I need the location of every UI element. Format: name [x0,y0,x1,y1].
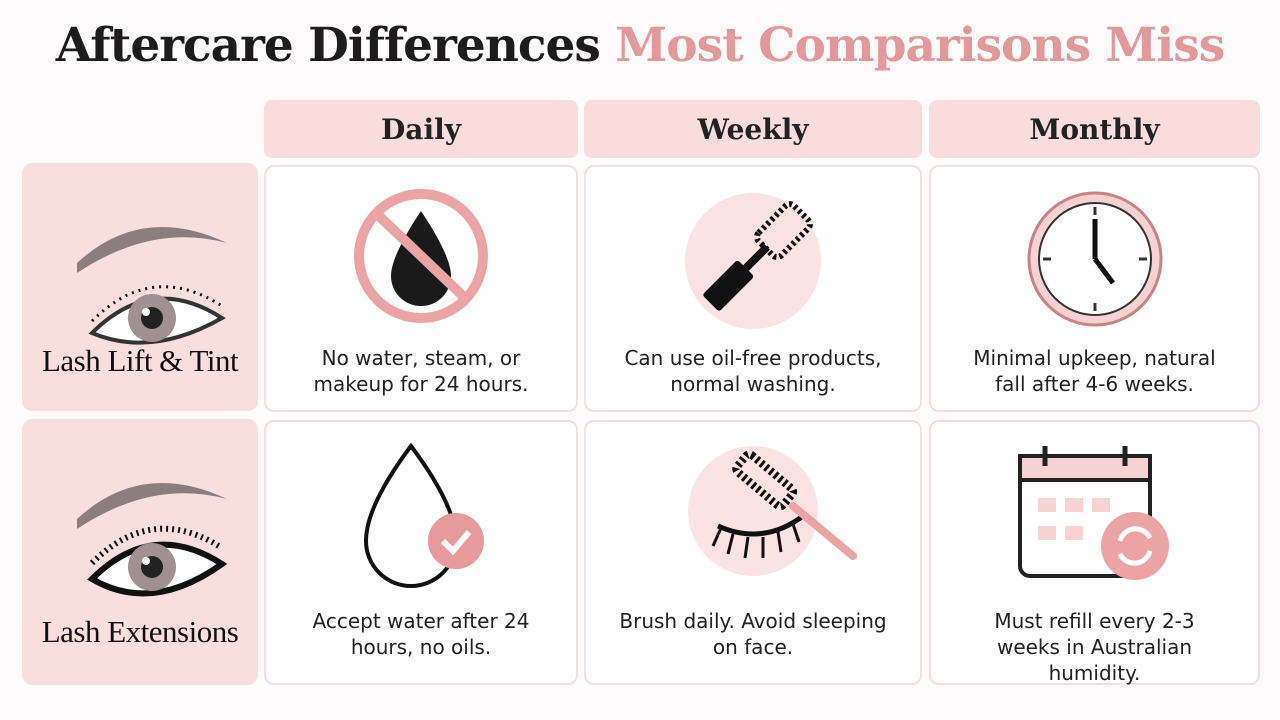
eye-icon [77,227,227,345]
column-header: Daily [264,100,578,158]
water-ok-icon [363,442,484,588]
cell: Accept water after 24 hours, no oils. [264,420,578,685]
row-label: Lash Extensions [22,419,258,685]
row-label-text: Lash Extensions [41,614,239,649]
cell: Brush daily. Avoid sleeping on face. [584,420,922,685]
cell: No water, steam, or makeup for 24 hours. [264,165,578,412]
column-header: Monthly [929,100,1260,158]
title-accent: Most Comparisons Miss [615,18,1225,73]
cell: Can use oil-free products, normal washin… [584,165,922,412]
cell-text: Must refill every 2-3 weeks in Australia… [994,609,1195,685]
cell-text: Can use oil-free products, normal washin… [624,346,882,396]
cell-text: Minimal upkeep, natural fall after 4-6 w… [973,346,1216,396]
eye-icon [77,483,228,597]
cell: Must refill every 2-3 weeks in Australia… [929,420,1260,685]
cell-text: No water, steam, or makeup for 24 hours. [313,346,529,396]
calendar-icon [1017,446,1169,580]
row-label: Lash Lift & Tint [22,163,258,411]
row-label-text: Lash Lift & Tint [41,343,239,378]
column-header: Weekly [584,100,922,158]
no-water-icon [354,189,488,323]
cell: Minimal upkeep, natural fall after 4-6 w… [929,165,1260,412]
cell-text: Brush daily. Avoid sleeping on face. [619,609,887,659]
brush-icon [688,446,857,576]
title: Aftercare Differences Most Comparisons M… [0,18,1280,73]
cell-text: Accept water after 24 hours, no oils. [312,609,530,659]
title-main: Aftercare Differences [55,18,601,73]
clock-icon [1027,191,1162,327]
mascara-icon [685,193,821,329]
